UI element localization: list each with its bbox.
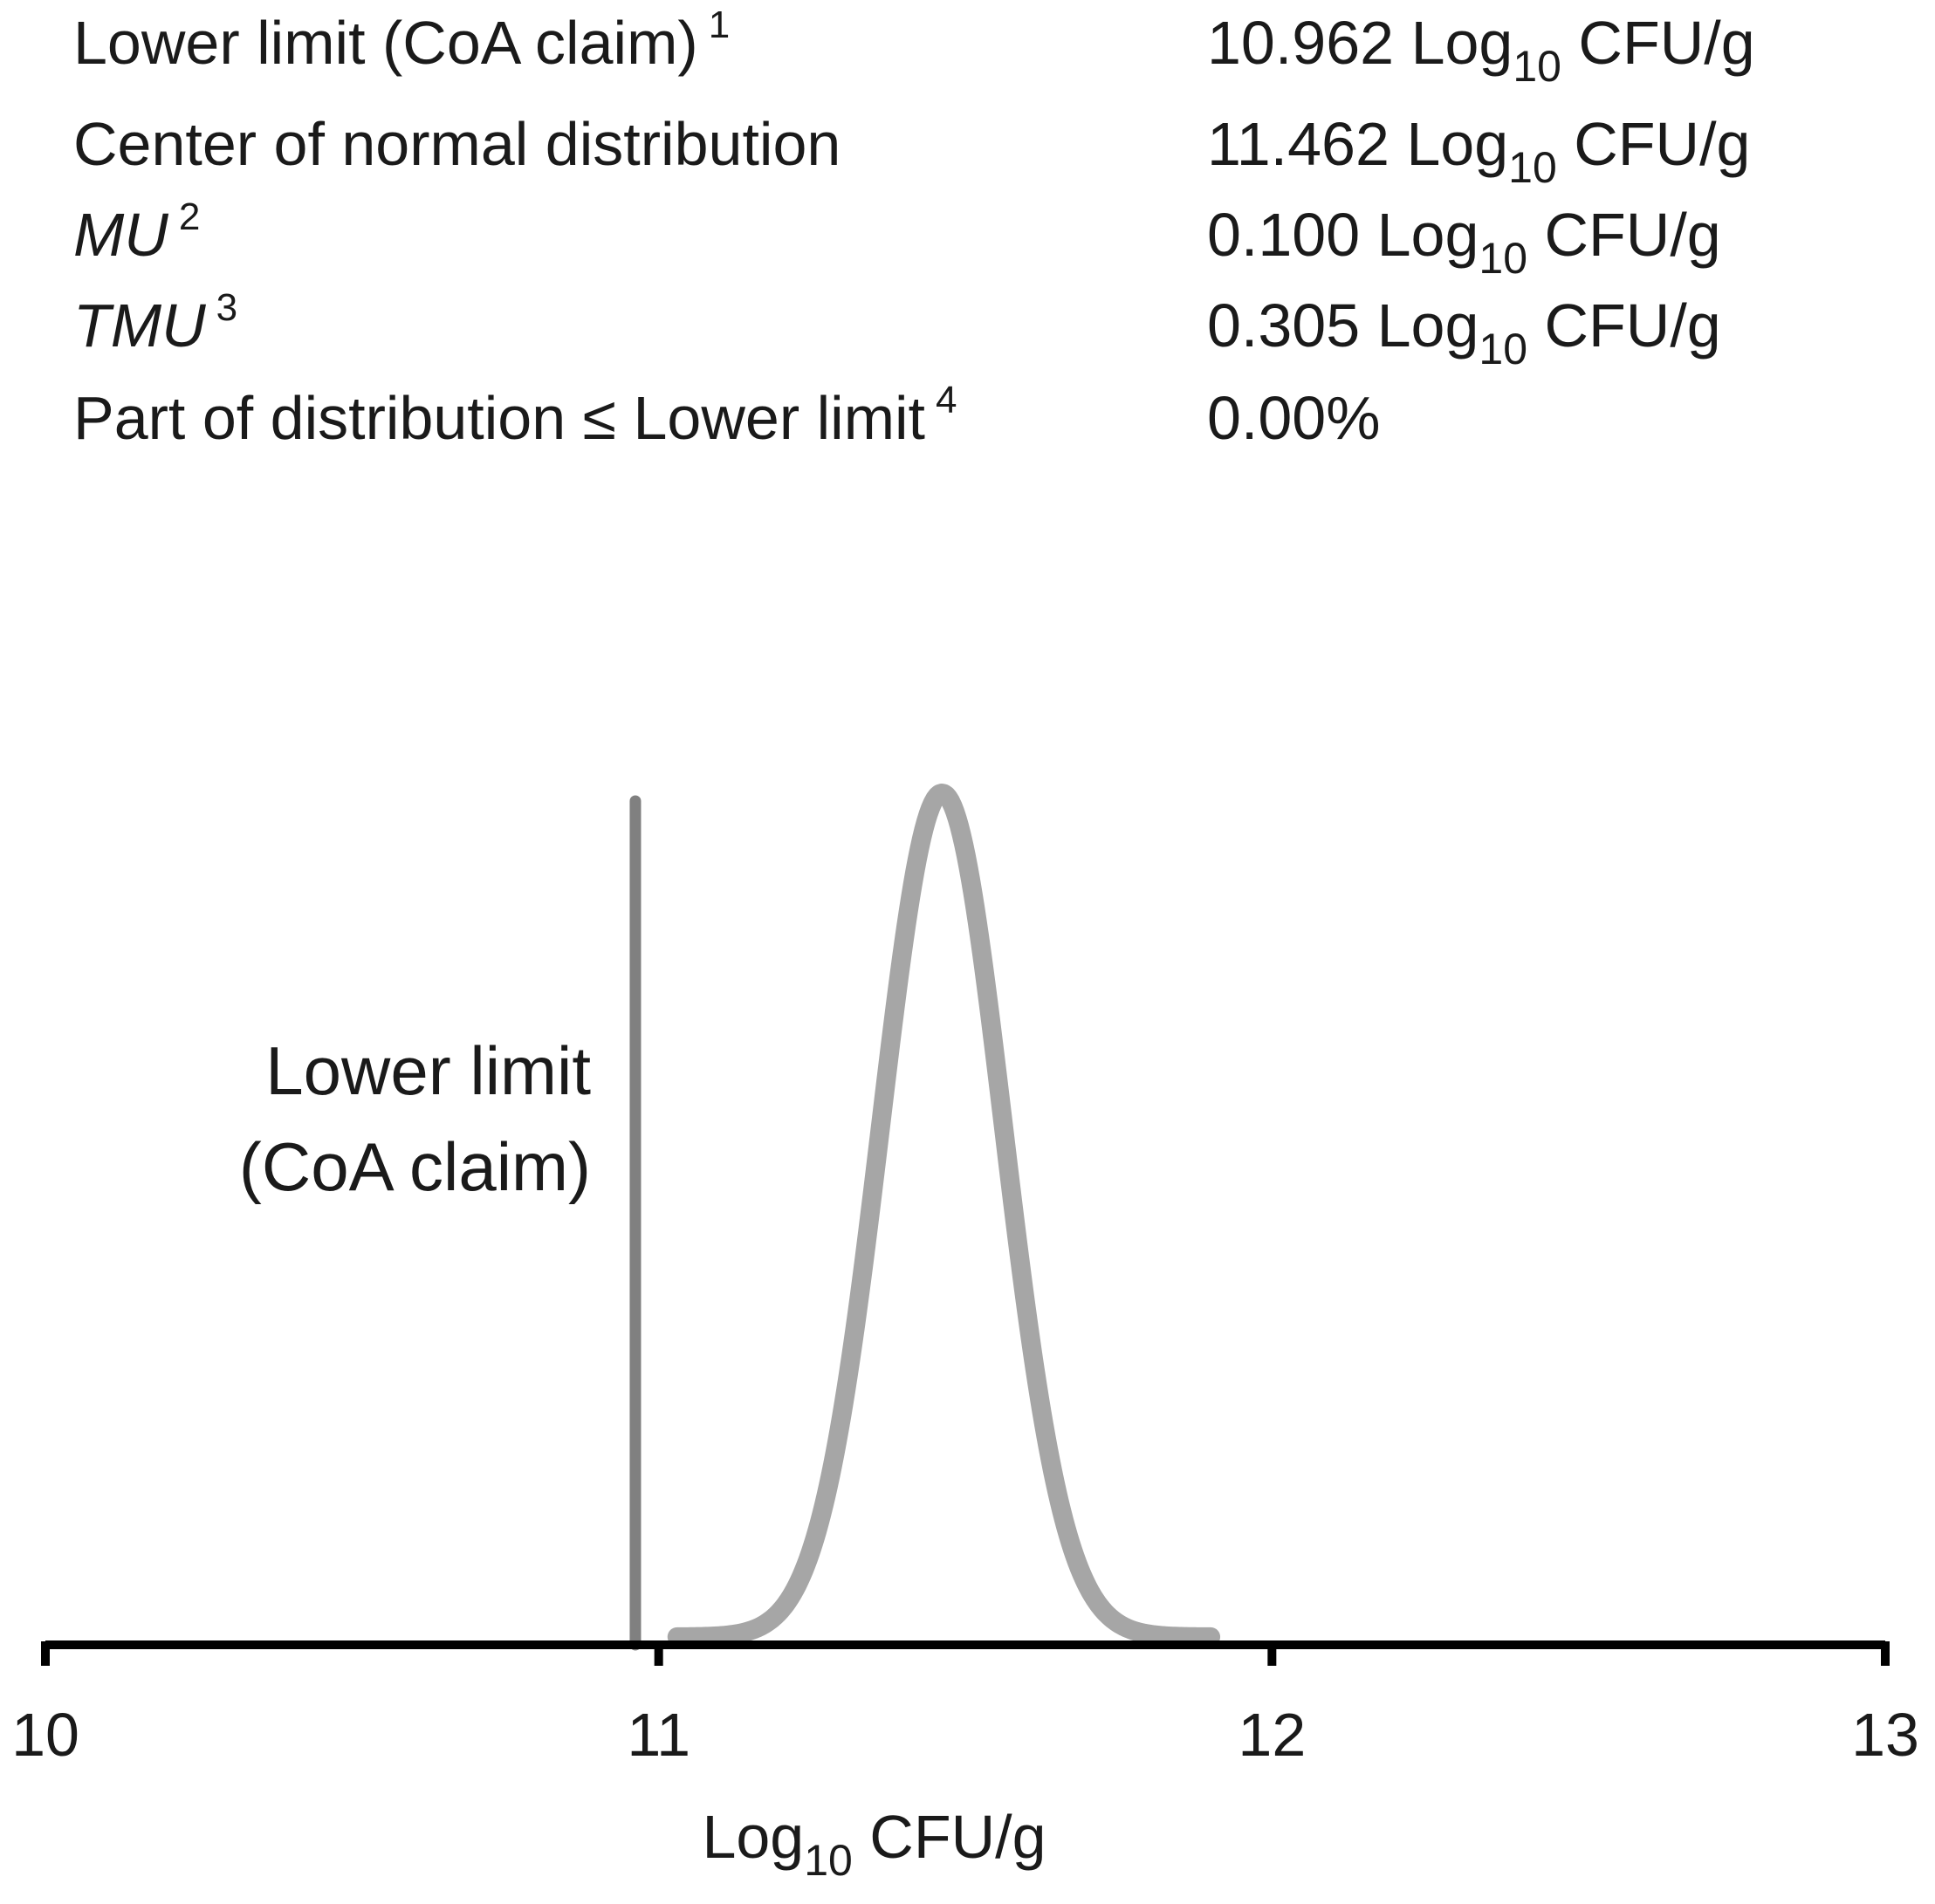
stat-label-text: MU <box>73 201 168 269</box>
x-tick-label: 12 <box>1238 1701 1306 1769</box>
stat-label: Center of normal distribution <box>73 113 841 175</box>
stat-value: 0.00% <box>1207 387 1380 449</box>
stat-unit-tail: CFU/g <box>1561 9 1755 77</box>
stat-label: Part of distribution ≤ Lower limit 4 <box>73 381 957 452</box>
stat-label: TMU 3 <box>73 289 237 357</box>
x-axis-title: Log10 CFU/g <box>0 1806 1935 1882</box>
stat-value: 0.100 Log10 CFU/g <box>1207 204 1721 280</box>
x-tick-label: 13 <box>1851 1701 1919 1769</box>
stat-value-number: 10.962 <box>1207 9 1395 77</box>
stat-label-text: TMU <box>73 291 206 360</box>
stat-value: 0.305 Log10 CFU/g <box>1207 295 1721 371</box>
stat-label-text: Part of distribution ≤ Lower limit <box>73 384 926 452</box>
stat-unit-subscript: 10 <box>1479 325 1528 373</box>
stat-label-text: Lower limit (CoA claim) <box>73 9 698 77</box>
stat-row: Lower limit (CoA claim) 1 10.962 Log10 CFU… <box>0 0 1935 122</box>
x-axis-title-tail: CFU/g <box>852 1803 1046 1871</box>
footnote-marker: 2 <box>178 195 201 238</box>
stat-unit-base: Log <box>1406 110 1509 178</box>
stat-value: 10.962 Log10 CFU/g <box>1207 12 1755 88</box>
stat-label-text: Center of normal distribution <box>73 110 841 178</box>
stat-row: Center of normal distribution 11.462 Log1… <box>0 101 1935 223</box>
stat-unit-base: Log <box>1376 291 1479 360</box>
x-tick-label: 11 <box>627 1701 690 1769</box>
stat-unit-subscript: 10 <box>1479 234 1528 283</box>
lower-limit-label-line-2: (CoA claim) <box>238 1128 591 1205</box>
x-tick-label: 10 <box>11 1701 79 1769</box>
stat-value-number: 0.00% <box>1207 384 1381 452</box>
footnote-marker: 1 <box>708 3 731 46</box>
stat-unit-tail: CFU/g <box>1527 291 1721 360</box>
stat-value-number: 11.462 <box>1207 110 1389 178</box>
stat-value: 11.462 Log10 CFU/g <box>1207 110 1751 189</box>
stat-unit-base: Log <box>1410 9 1513 77</box>
x-axis-title-base: Log <box>702 1803 805 1871</box>
x-axis: 10 11 12 13 <box>11 1640 1919 1769</box>
stat-unit-subscript: 10 <box>1508 143 1557 192</box>
stat-unit-tail: CFU/g <box>1527 201 1721 269</box>
stat-row: MU 2 0.100 Log10 CFU/g <box>0 192 1935 314</box>
stat-value-number: 0.100 <box>1207 201 1361 269</box>
footnote-marker: 4 <box>936 379 957 421</box>
stat-label: MU 2 <box>73 198 200 266</box>
footnote-marker: 3 <box>216 286 238 329</box>
stat-row: Part of distribution ≤ Lower limit 4 0.00% <box>0 375 1935 497</box>
stat-unit-subscript: 10 <box>1513 42 1561 91</box>
normal-distribution-curve <box>667 784 1221 1647</box>
stat-unit-tail: CFU/g <box>1556 110 1751 178</box>
x-axis-title-subscript: 10 <box>804 1836 853 1885</box>
lower-limit-label-line-1: Lower limit <box>265 1032 591 1109</box>
stat-label: Lower limit (CoA claim) 1 <box>73 6 730 74</box>
curve-layer <box>667 784 1221 1647</box>
stat-row: TMU 3 0.305 Log10 CFU/g <box>0 283 1935 405</box>
stat-unit-base: Log <box>1376 201 1479 269</box>
lower-limit-label: Lower limit (CoA claim) <box>239 1023 591 1215</box>
stat-value-number: 0.305 <box>1207 291 1361 360</box>
